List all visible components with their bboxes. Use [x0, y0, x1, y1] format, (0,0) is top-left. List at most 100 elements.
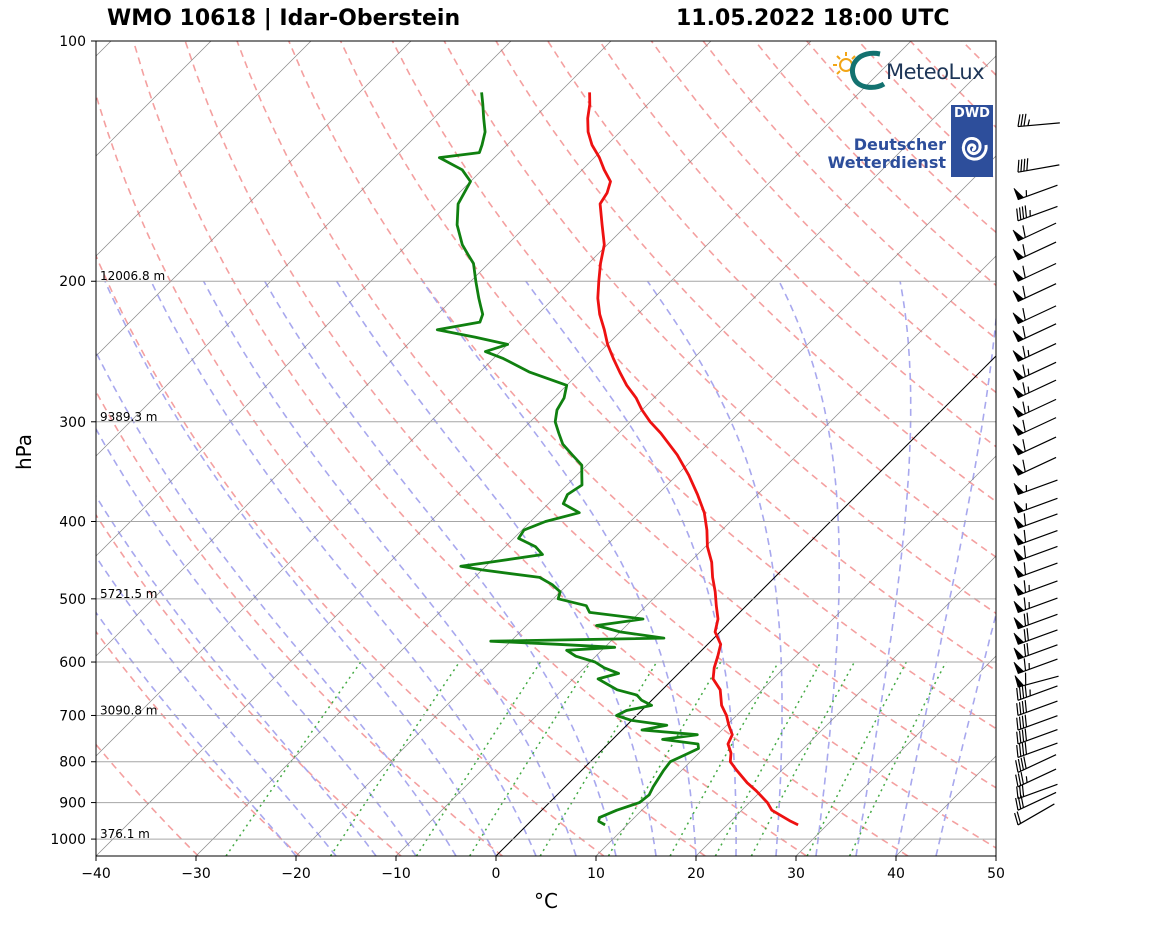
height-label: 9389.3 m [100, 410, 158, 424]
dwd-box-label: DWD [954, 106, 990, 121]
y-tick-label: 300 [59, 415, 86, 431]
mixing-ratio-line [469, 661, 592, 856]
isotherm-line [595, 455, 996, 856]
wind-barb [1012, 283, 1057, 302]
wind-barb [1014, 672, 1059, 688]
mixing-ratio-line [225, 661, 362, 856]
height-label: 3090.8 m [100, 703, 158, 717]
meteolux-logo: MeteoLux [830, 48, 996, 94]
dry-adiabat-line [650, 41, 996, 394]
wind-barb [1016, 728, 1058, 745]
y-tick-label: 100 [59, 34, 86, 50]
y-tick-label: 400 [59, 514, 86, 530]
isotherm-line [395, 255, 996, 856]
height-label: 12006.8 m [100, 269, 165, 283]
wind-barb [1012, 456, 1057, 476]
wind-barb [1015, 791, 1057, 811]
wind-barb [1013, 529, 1058, 546]
x-tick-label: −10 [381, 866, 411, 882]
wind-barb [1012, 305, 1057, 325]
wind-barb [1016, 205, 1058, 222]
wind-barb [1016, 783, 1058, 800]
wind-barb [1014, 803, 1055, 826]
mixing-ratio-line [539, 661, 658, 856]
height-label: 5721.5 m [100, 587, 158, 601]
dry-adiabat-line [339, 41, 996, 730]
wind-barb [1012, 343, 1057, 362]
wind-barb [1013, 597, 1058, 613]
wind-barb [1013, 497, 1058, 514]
moist-adiabat-line [202, 280, 577, 856]
wind-barb [1013, 643, 1058, 660]
moist-adiabat-line [421, 280, 697, 856]
x-tick-label: 20 [687, 866, 705, 882]
wind-barb [1012, 241, 1057, 261]
dry-adiabat-line [96, 253, 605, 856]
wind-barb [1012, 436, 1057, 456]
dewpoint-profile-line [435, 92, 700, 827]
wind-barb [1013, 479, 1058, 496]
moist-adiabat-line [96, 555, 337, 856]
moist-adiabat-line [646, 280, 783, 856]
x-axis-label: °C [534, 889, 558, 913]
mixing-ratio-line [714, 661, 822, 856]
dry-adiabat-line [132, 41, 808, 856]
isotherm-line [96, 41, 612, 557]
dry-adiabat-line [96, 513, 402, 856]
isotherm-line [195, 55, 996, 856]
y-tick-label: 200 [59, 274, 86, 290]
mixing-ratio-line [669, 661, 780, 856]
height-label: 376.1 m [100, 827, 150, 841]
wind-barb [1017, 158, 1060, 173]
isotherm-line [96, 41, 812, 757]
y-axis-label: hPa [12, 434, 36, 470]
mixing-ratio-line [607, 661, 722, 856]
mixing-ratio-line [329, 661, 461, 856]
dry-adiabat-line [96, 91, 706, 856]
isotherm-line [1096, 41, 1160, 856]
wind-barb [1013, 184, 1058, 201]
plot-frame [95, 40, 997, 857]
dry-adiabat-line [96, 743, 199, 856]
wind-barb [1016, 714, 1058, 731]
moist-adiabat-line [96, 494, 377, 856]
x-tick-label: −40 [81, 866, 111, 882]
isotherm-line [96, 41, 312, 257]
mixing-ratio-line [415, 661, 542, 856]
mixing-ratio-line [806, 661, 907, 856]
dwd-box: DWD [951, 105, 993, 177]
wind-barb [1013, 545, 1058, 562]
moist-adiabat-line [96, 427, 417, 856]
dry-adiabat-line [1014, 41, 1160, 856]
y-tick-label: 800 [59, 755, 86, 771]
temperature-profile-line [586, 92, 799, 827]
wind-barb [1013, 612, 1058, 630]
x-tick-label: 30 [787, 866, 805, 882]
dry-adiabat-line [391, 41, 996, 672]
wind-barb [1013, 580, 1058, 596]
moist-adiabat-line [778, 280, 840, 856]
dwd-logo: Deutscher Wetterdienst DWD [828, 104, 996, 180]
wind-barb [1015, 754, 1057, 773]
x-tick-label: −20 [281, 866, 311, 882]
meteolux-logo-text: MeteoLux [886, 60, 985, 84]
moist-adiabat-line [525, 280, 737, 856]
moist-adiabat-line [96, 611, 297, 856]
moist-adiabat-line [895, 310, 996, 856]
wind-barb [1013, 658, 1058, 674]
isotherm-line [96, 41, 712, 657]
isotherm-line [995, 855, 996, 856]
wind-barb [1013, 628, 1058, 645]
dry-adiabat-line [443, 41, 996, 615]
wind-barb [1012, 323, 1057, 343]
dry-adiabat-line [184, 41, 909, 856]
chart-title-datetime: 11.05.2022 18:00 UTC [676, 6, 950, 31]
x-tick-label: 50 [987, 866, 1005, 882]
isotherm-line [695, 555, 996, 856]
wind-barb [1012, 222, 1057, 242]
spiral-icon [961, 136, 988, 161]
moist-adiabat-line [855, 281, 912, 856]
y-tick-label: 1000 [50, 832, 86, 848]
wind-barb [1012, 417, 1057, 436]
